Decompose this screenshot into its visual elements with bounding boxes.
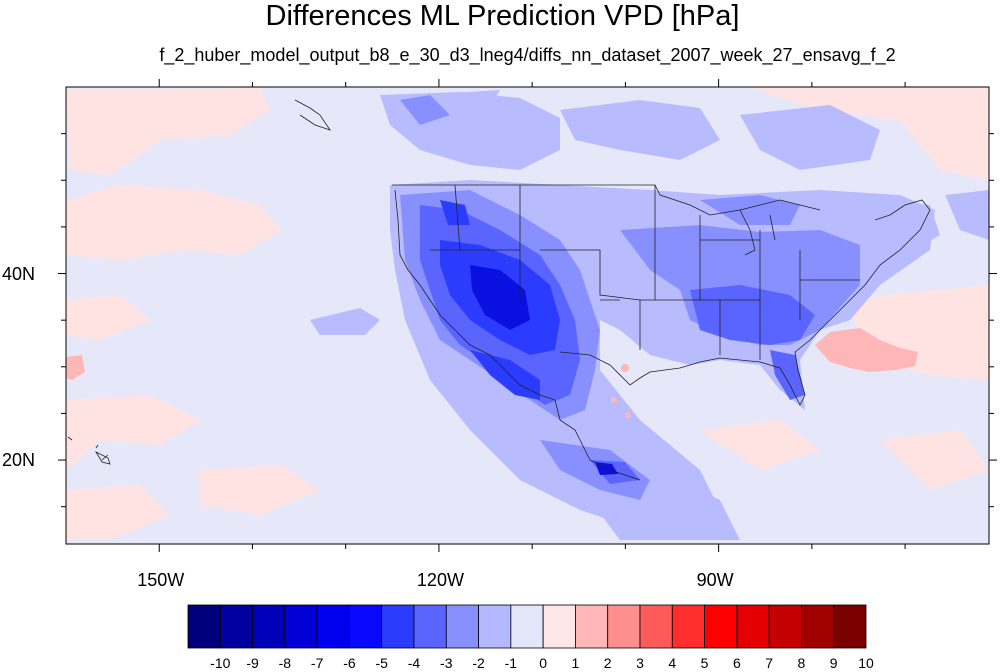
positive-anomaly-spots (611, 364, 631, 418)
colorbar-swatch (833, 604, 867, 649)
colorbar-swatch (575, 604, 609, 649)
colorbar-label: 2 (603, 655, 612, 671)
map-frame (65, 86, 990, 545)
lon-tick-label: 120W (416, 570, 464, 590)
colorbar-swatch (381, 604, 415, 649)
colorbar-label: -9 (246, 655, 259, 671)
colorbar-label: -1 (504, 655, 518, 671)
colorbar (187, 604, 867, 649)
map-title: Differences ML Prediction VPD [hPa] (265, 0, 740, 32)
colorbar-swatch (736, 604, 770, 649)
map-subtitle: f_2_huber_model_output_b8_e_30_d3_lneg4/… (159, 45, 896, 65)
hawaii-outline (94, 451, 111, 465)
colorbar-label: -6 (343, 655, 356, 671)
colorbar-label: 4 (668, 655, 677, 671)
colorbar-label: -10 (210, 655, 231, 671)
lat-tick-label: 20N (2, 450, 36, 471)
atlantic-positive-blob (815, 328, 918, 372)
colorbar-label: 9 (829, 655, 838, 671)
colorbar-label: -3 (440, 655, 453, 671)
colorbar-swatch (187, 604, 221, 649)
lat-tick-label: 40N (2, 263, 36, 284)
lon-tick-label: 90W (696, 570, 734, 590)
map-plot (58, 79, 997, 552)
colorbar-swatch (316, 604, 350, 649)
colorbar-swatch (542, 604, 576, 649)
colorbar-swatch (510, 604, 544, 649)
colorbar-label: 6 (732, 655, 741, 671)
colorbar-swatch (671, 604, 705, 649)
hawaii-positive-patch (66, 355, 85, 380)
colorbar-swatch (639, 604, 673, 649)
colorbar-swatch (801, 604, 835, 649)
lon-tick-label: 150W (137, 570, 185, 590)
colorbar-label: 8 (797, 655, 806, 671)
colorbar-swatch (445, 604, 479, 649)
colorbar-label: 10 (858, 655, 874, 671)
positive-anomaly-regions (66, 87, 989, 540)
colorbar-label: 5 (700, 655, 709, 671)
colorbar-swatch (284, 604, 318, 649)
colorbar-label: 3 (636, 655, 644, 671)
colorbar-label: 1 (571, 655, 580, 671)
colorbar-label: -4 (407, 655, 421, 671)
colorbar-swatch (768, 604, 802, 649)
colorbar-swatch (252, 604, 286, 649)
colorbar-swatch (704, 604, 738, 649)
colorbar-label: 0 (539, 655, 548, 671)
colorbar-label: 7 (765, 655, 774, 671)
colorbar-label: -8 (278, 655, 292, 671)
coastlines-and-borders (67, 99, 931, 481)
colorbar-swatch (349, 604, 383, 649)
colorbar-swatch (478, 604, 512, 649)
colorbar-label: -7 (310, 655, 324, 671)
colorbar-label: -2 (472, 655, 485, 671)
colorbar-swatch (607, 604, 641, 649)
map-ticks (58, 79, 997, 552)
colorbar-swatch (413, 604, 447, 649)
colorbar-label: -5 (375, 655, 388, 671)
colorbar-swatch (219, 604, 253, 649)
